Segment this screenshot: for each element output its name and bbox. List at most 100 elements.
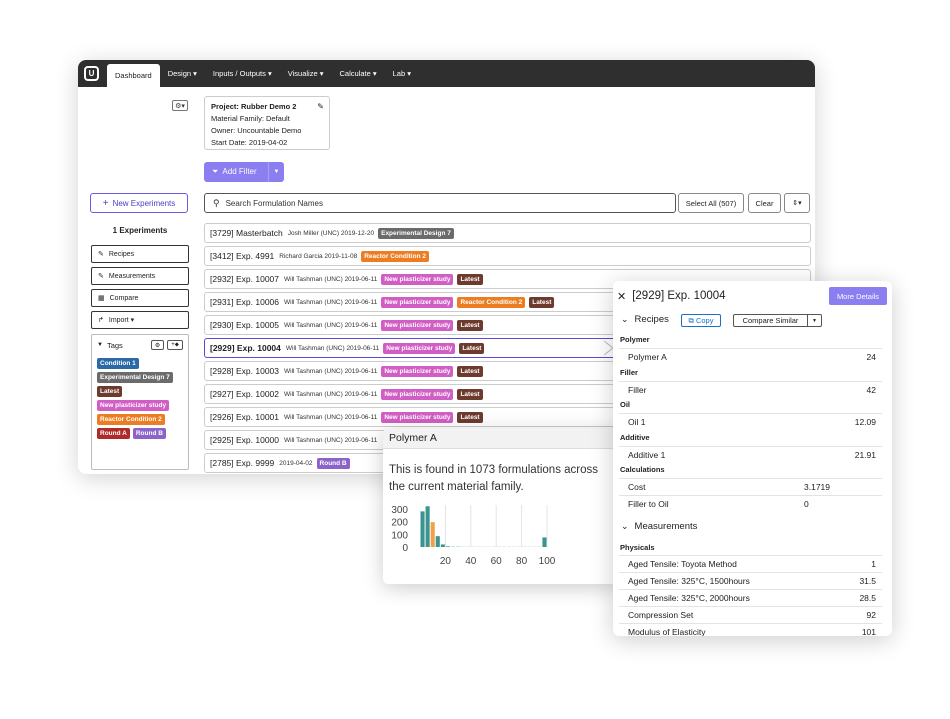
experiment-meta: Will Tashman (UNC) 2019-06-11 (284, 298, 378, 306)
measurement-value: 1 (871, 559, 876, 569)
tag-badge: New plasticizer study (381, 365, 454, 377)
experiment-meta: Will Tashman (UNC) 2019-06-11 (284, 436, 378, 444)
nav-lab[interactable]: Lab ▾ (392, 69, 411, 78)
tag-badge[interactable]: Condition 1 (97, 358, 139, 369)
experiment-meta: Will Tashman (UNC) 2019-06-11 (284, 367, 378, 375)
tag-badge: New plasticizer study (383, 342, 456, 354)
nav-design[interactable]: Design ▾ (167, 69, 197, 78)
experiment-meta: Will Tashman (UNC) 2019-06-11 (284, 413, 378, 421)
sort-button[interactable]: ⇕▾ (784, 193, 810, 213)
measurements-button[interactable]: ✎ Measurements (91, 267, 189, 285)
compare-button[interactable]: ▦ Compare (91, 289, 189, 307)
tag-badge: New plasticizer study (381, 273, 454, 285)
clear-button[interactable]: Clear (748, 193, 781, 213)
detail-row: Filler 42 (619, 380, 882, 398)
experiment-row[interactable]: [2932] Exp. 10007 Will Tashman (UNC) 2019… (204, 269, 811, 289)
add-tag-icon[interactable]: +⬥ (167, 340, 183, 350)
add-filter-button[interactable]: ⏷ Add Filter ▼ (204, 162, 284, 182)
detail-row-label: Filler to Oil (628, 498, 669, 509)
compare-similar-button[interactable]: Compare Similar ▼ (733, 314, 822, 327)
chevron-down-icon: ⌄ (621, 521, 629, 531)
group-label: Polymer (620, 335, 650, 344)
project-title: Project: Rubber Demo 2 (211, 102, 297, 111)
search-input[interactable]: ⚲ Search Formulation Names (204, 193, 676, 213)
new-experiments-button[interactable]: + New Experiments (90, 193, 188, 213)
more-details-button[interactable]: More Details (829, 287, 887, 305)
tag-badge: New plasticizer study (381, 411, 454, 423)
detail-row-label: Filler (628, 384, 647, 395)
popup-title: Polymer A (383, 428, 620, 449)
nav-dashboard[interactable]: Dashboard (107, 64, 160, 87)
tag-badge: Latest (457, 388, 483, 400)
project-material-family: Material Family: Default (211, 114, 290, 123)
select-all-button[interactable]: Select All (507) (678, 193, 744, 213)
search-icon: ⚲ (213, 197, 220, 208)
detail-row: Filler to Oil 0 (619, 494, 882, 512)
tag-badge: Reactor Condition 2 (361, 250, 429, 262)
experiment-name: [2928] Exp. 10003 (210, 366, 280, 376)
collapse-icon[interactable]: ▼ (97, 342, 103, 348)
tag-badge: New plasticizer study (381, 388, 454, 400)
recipes-section-toggle[interactable]: ⌄ Recipes (621, 314, 669, 325)
measurement-row: Aged Tensile: 325°C, 2000hours 28.5 (619, 589, 882, 606)
histogram-bar (440, 544, 445, 547)
nav-visualize[interactable]: Visualize ▾ (287, 69, 324, 78)
tag-badge[interactable]: Reactor Condition 2 (97, 414, 165, 425)
tag-badge[interactable]: Experimental Design 7 (97, 372, 173, 383)
experiment-row[interactable]: [2931] Exp. 10006 Will Tashman (UNC) 2019… (204, 292, 811, 312)
chevron-down-icon[interactable]: ▼ (268, 162, 284, 182)
detail-row: Additive 1 21.91 (619, 445, 882, 463)
x-tick-label: 80 (516, 556, 528, 567)
measurement-value: 92 (866, 610, 876, 620)
gear-icon[interactable]: ⚙ (150, 340, 165, 350)
nav-inputs-outputs[interactable]: Inputs / Outputs ▾ (212, 69, 272, 78)
group-label: Oil (620, 400, 631, 409)
pencil-icon: ✎ (98, 273, 104, 280)
ingredient-popup: Polymer A This is found in 1073 formulat… (383, 428, 620, 584)
share-icon: ↱ (98, 317, 104, 324)
recipes-button[interactable]: ✎ Recipes (91, 245, 189, 263)
experiment-row[interactable]: [3412] Exp. 4991 Richard Garcia 2019-11-0… (204, 246, 811, 266)
project-owner: Owner: Uncountable Demo (211, 126, 302, 135)
measurement-label: Aged Tensile: 325°C, 2000hours (628, 593, 750, 603)
tag-badge[interactable]: Latest (97, 386, 123, 397)
experiment-name: [2931] Exp. 10006 (210, 297, 280, 307)
detail-row: Cost 3.1719 (619, 478, 882, 495)
app-window: U Dashboard Design ▾ Inputs / Outputs ▾ … (78, 60, 815, 474)
nav-calculate[interactable]: Calculate ▾ (339, 69, 377, 78)
tag-badge: Latest (457, 273, 483, 285)
top-nav: U Dashboard Design ▾ Inputs / Outputs ▾ … (78, 60, 815, 87)
measurements-section-toggle[interactable]: ⌄ Measurements (621, 521, 698, 532)
tag-badge[interactable]: New plasticizer study (97, 400, 170, 411)
app-logo[interactable]: U (84, 66, 99, 81)
experiment-row[interactable]: [3729] Masterbatch Josh Miller (UNC) 2019… (204, 223, 811, 243)
import-button[interactable]: ↱ Import ▾ (91, 311, 189, 329)
chevron-down-icon[interactable]: ▼ (807, 315, 821, 326)
experiment-name: [3412] Exp. 4991 (210, 251, 275, 261)
histogram-bar (430, 522, 435, 547)
y-tick-label: 300 (391, 505, 408, 516)
tag-badge[interactable]: Round B (132, 428, 166, 439)
detail-row-value: 0 (804, 498, 809, 509)
experiment-meta: Will Tashman (UNC) 2019-06-11 (284, 390, 378, 398)
measurement-value: 31.5 (859, 576, 876, 586)
copy-button[interactable]: ⧉ Copy (681, 314, 721, 327)
edit-icon[interactable]: ✎ (317, 102, 324, 111)
close-icon[interactable]: ✕ (617, 290, 627, 303)
settings-gear-button[interactable]: ⚙▾ (172, 100, 188, 111)
tag-badge[interactable]: Round A (97, 428, 130, 439)
tag-badge: Latest (459, 342, 485, 354)
experiment-meta: 2019-04-02 (279, 459, 313, 467)
plus-icon: + (102, 197, 109, 209)
tags-label: Tags (106, 340, 123, 350)
popup-text: This is found in 1073 formulations acros… (389, 464, 599, 493)
measurement-label: Aged Tensile: 325°C, 1500hours (628, 576, 750, 586)
tag-badge: Latest (457, 365, 483, 377)
tag-badge: Round B (316, 457, 350, 469)
experiment-name: [2930] Exp. 10005 (210, 320, 280, 330)
experiment-meta: Will Tashman (UNC) 2019-06-11 (285, 344, 380, 352)
histogram-bar (420, 511, 425, 547)
experiment-row[interactable]: [2927] Exp. 10002 Will Tashman (UNC) 2019… (204, 384, 811, 404)
pencil-icon: ✎ (98, 251, 104, 258)
